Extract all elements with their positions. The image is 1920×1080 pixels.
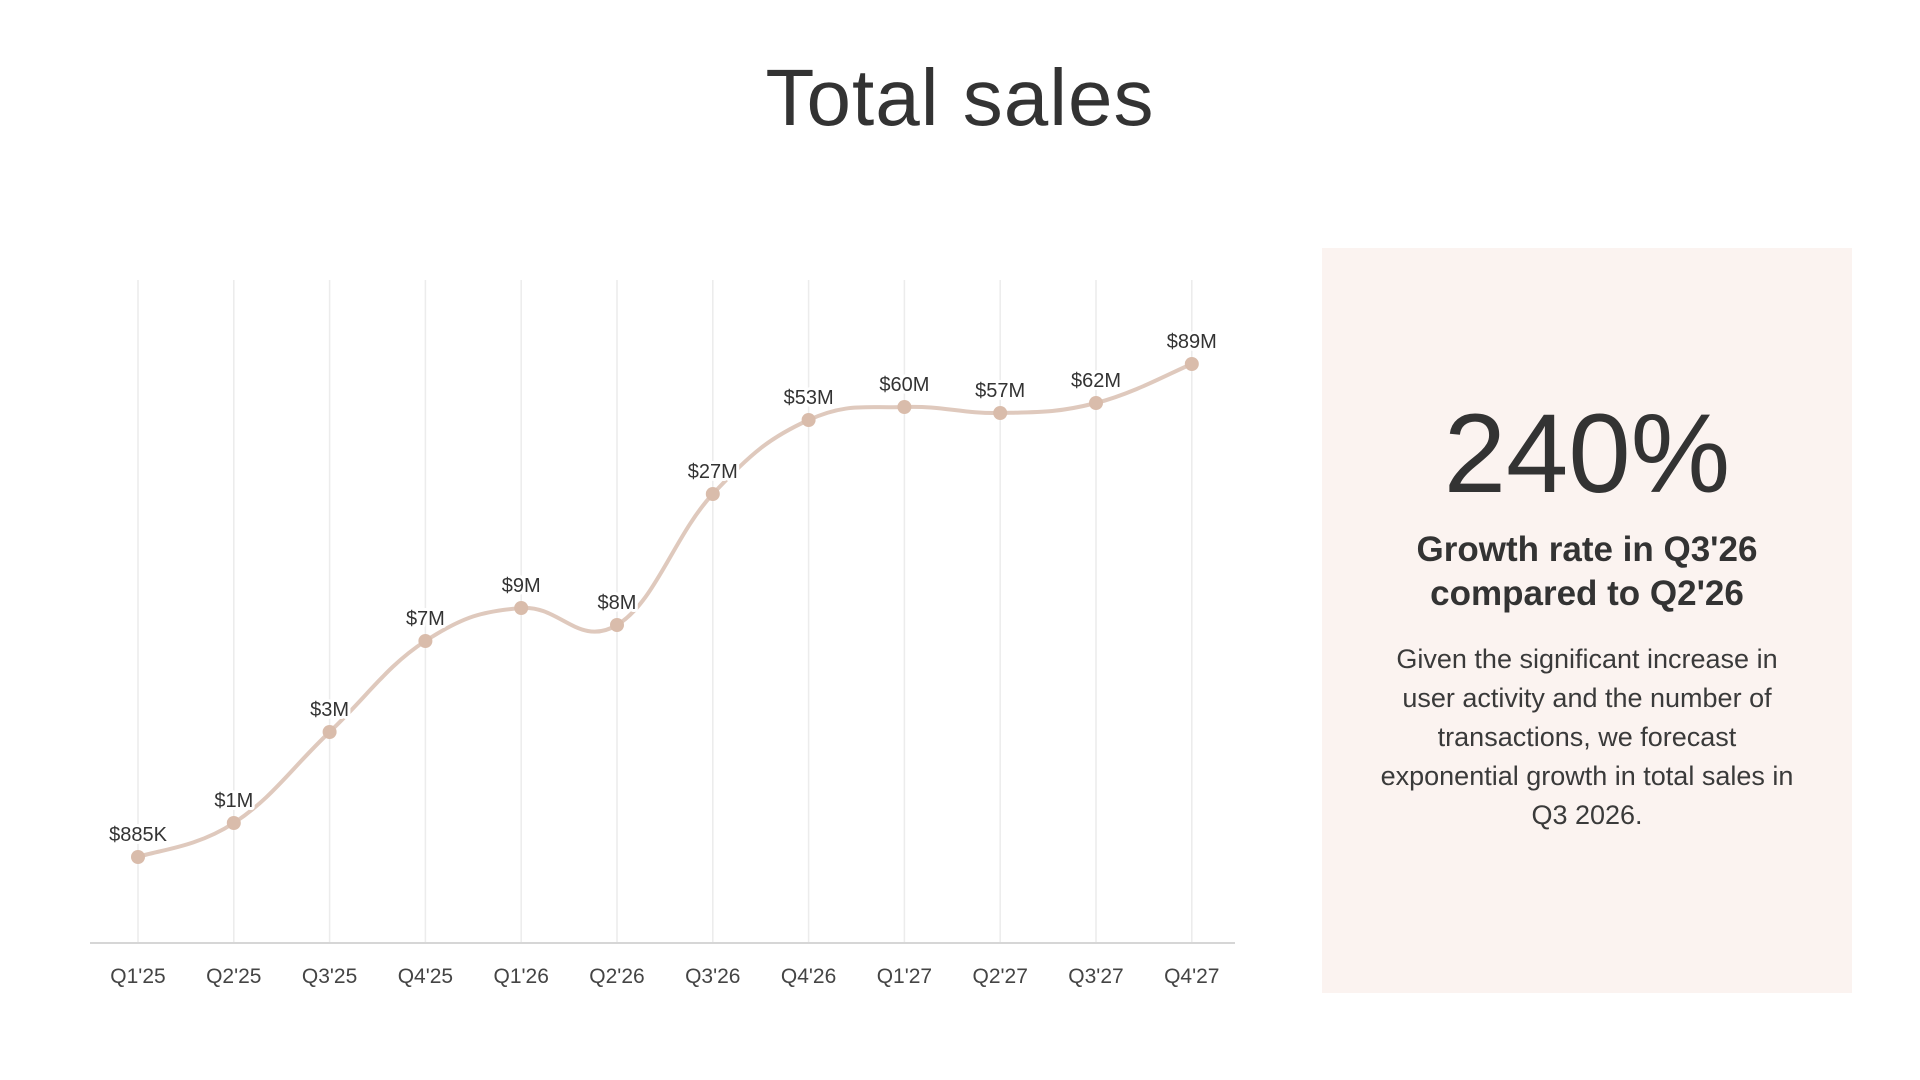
data-point (1184, 357, 1199, 371)
data-point (418, 634, 433, 648)
x-tick-label: Q4'25 (398, 965, 453, 988)
x-tick-label: Q3'25 (302, 965, 357, 988)
data-label: $89M (1167, 331, 1217, 353)
data-label: $9M (502, 575, 541, 597)
data-point (897, 400, 912, 414)
data-point (705, 487, 720, 501)
x-tick-label: Q3'26 (685, 965, 740, 988)
forecast-description-block: Given the significant increase in user a… (1322, 640, 1852, 835)
x-tick-label: Q3'27 (1068, 965, 1123, 988)
x-tick-label: Q1'27 (877, 965, 932, 988)
data-label: $3M (310, 699, 349, 721)
insight-panel: 240% Growth rate in Q3'26 compared to Q2… (1322, 248, 1852, 993)
line-chart: $885K Q1'25 $1M Q2'25 $3M Q3'25 $7M Q4'25 $9M Q1'… (90, 280, 1235, 988)
x-tick-label: Q4'27 (1164, 965, 1219, 988)
data-point (1089, 396, 1103, 410)
data-label: $885K (109, 824, 167, 846)
data-point (322, 725, 337, 739)
data-label: $53M (784, 387, 834, 409)
forecast-description: Given the significant increase in user a… (1380, 644, 1794, 830)
growth-rate-caption: Growth rate in Q3'26 compared to Q2'26 (1416, 530, 1758, 613)
growth-rate-block: 240% (1322, 398, 1852, 510)
data-label: $57M (975, 380, 1025, 402)
data-label: $62M (1071, 370, 1121, 392)
data-label: $1M (214, 790, 253, 812)
data-point (610, 618, 624, 632)
data-label: $27M (688, 461, 738, 483)
page-title: Total sales (765, 53, 1155, 142)
growth-rate-value: 240% (1443, 391, 1731, 516)
x-tick-label: Q2'25 (206, 965, 261, 988)
data-point (226, 816, 241, 830)
x-tick-label: Q2'26 (589, 965, 644, 988)
x-tick-label: Q2'27 (973, 965, 1028, 988)
data-point (514, 601, 529, 615)
data-label: $60M (879, 374, 929, 396)
growth-rate-caption-block: Growth rate in Q3'26 compared to Q2'26 (1322, 528, 1852, 616)
data-point (131, 850, 145, 864)
data-point (801, 413, 816, 427)
data-point (993, 406, 1008, 420)
series-line (136, 362, 1194, 859)
x-tick-label: Q4'26 (781, 965, 836, 988)
x-tick-label: Q1'26 (494, 965, 549, 988)
data-label: $7M (406, 608, 445, 630)
x-tick-label: Q1'25 (110, 965, 165, 988)
data-label: $8M (598, 592, 637, 614)
